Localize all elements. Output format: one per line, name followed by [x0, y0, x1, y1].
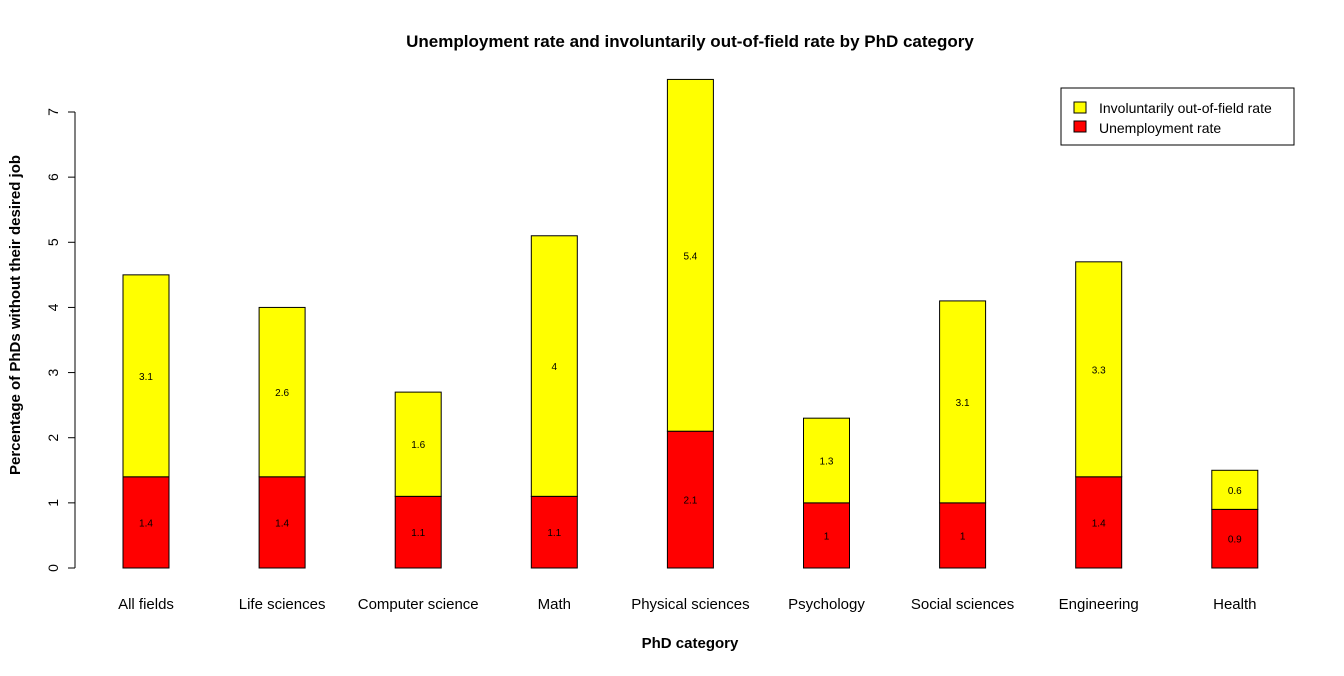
data-label: 0.6: [1228, 486, 1242, 497]
data-label: 5.4: [683, 251, 697, 262]
data-label: 1.1: [411, 528, 425, 539]
bar-segment: [803, 417, 850, 504]
x-tick-label: Social sciences: [911, 596, 1014, 613]
x-axis-label: PhD category: [642, 635, 739, 652]
data-label: 1.6: [411, 440, 425, 451]
data-label: 2.1: [683, 496, 697, 507]
bar-segment: [1211, 508, 1259, 569]
data-label: 1.3: [820, 457, 834, 468]
bar-segment: [530, 235, 578, 497]
x-tick-label: All fields: [118, 596, 174, 613]
chart-title: Unemployment rate and involuntarily out-…: [406, 32, 974, 51]
y-tick-label: 5: [45, 238, 61, 246]
bars: 1.4 3.1 1.4 2.6 1.1 1.6 1.1 4 2.1 5.4 1 1.3 1 3.1 1.4 3…: [122, 78, 1259, 569]
data-label: 0.9: [1228, 535, 1242, 546]
legend-label-involuntary: Involuntarily out-of-field rate: [1099, 100, 1272, 116]
bar-segment: [122, 476, 170, 569]
legend: Involuntarily out-of-field rate Unemploy…: [1060, 87, 1295, 146]
y-tick-label: 0: [45, 564, 61, 572]
y-tick-label: 2: [45, 434, 61, 442]
data-label: 2.6: [275, 388, 289, 399]
x-tick-label: Life sciences: [239, 596, 326, 613]
bar-segment: [666, 78, 714, 432]
y-axis-label: Percentage of PhDs without their desired…: [7, 155, 24, 475]
y-tick-label: 4: [45, 303, 61, 311]
x-tick-labels: All fields Life sciences Computer science M…: [118, 596, 1256, 613]
x-tick-label: Health: [1213, 596, 1256, 613]
y-tick-label: 6: [45, 173, 61, 181]
legend-box: [1060, 87, 1295, 146]
data-label: 4: [552, 362, 558, 373]
data-label: 1.4: [139, 518, 153, 529]
bar-segment: [666, 430, 714, 569]
y-tick-label: 7: [45, 108, 61, 116]
data-label: 1.1: [547, 528, 561, 539]
bar-segment: [258, 306, 306, 478]
data-label: 1.4: [1092, 518, 1106, 529]
bar-segment: [939, 300, 987, 504]
bar-segment: [122, 274, 170, 478]
data-label: 1: [824, 531, 830, 542]
bar-segment: [394, 495, 442, 569]
bar-segment: [1211, 469, 1259, 510]
data-label: 3.1: [956, 398, 970, 409]
data-label: 1: [960, 531, 966, 542]
legend-label-unemployment: Unemployment rate: [1099, 120, 1221, 136]
x-tick-label: Engineering: [1059, 596, 1139, 613]
bar-segment: [1075, 261, 1123, 478]
data-label: 3.3: [1092, 365, 1106, 376]
y-tick-label: 3: [45, 368, 61, 376]
bar-segment: [1075, 476, 1123, 569]
x-tick-label: Computer science: [358, 596, 479, 613]
x-tick-label: Psychology: [788, 596, 865, 613]
x-tick-label: Math: [538, 596, 571, 613]
bar-segment: [258, 476, 306, 569]
legend-swatch-unemployment: [1073, 120, 1087, 133]
bar-segment: [394, 391, 442, 497]
y-axis: 0 1 2 3 4 5 6 7: [45, 108, 76, 572]
data-label: 3.1: [139, 372, 153, 383]
data-label: 1.4: [275, 518, 289, 529]
x-tick-label: Physical sciences: [631, 596, 749, 613]
y-tick-label: 1: [45, 499, 61, 507]
legend-swatch-involuntary: [1073, 101, 1087, 114]
